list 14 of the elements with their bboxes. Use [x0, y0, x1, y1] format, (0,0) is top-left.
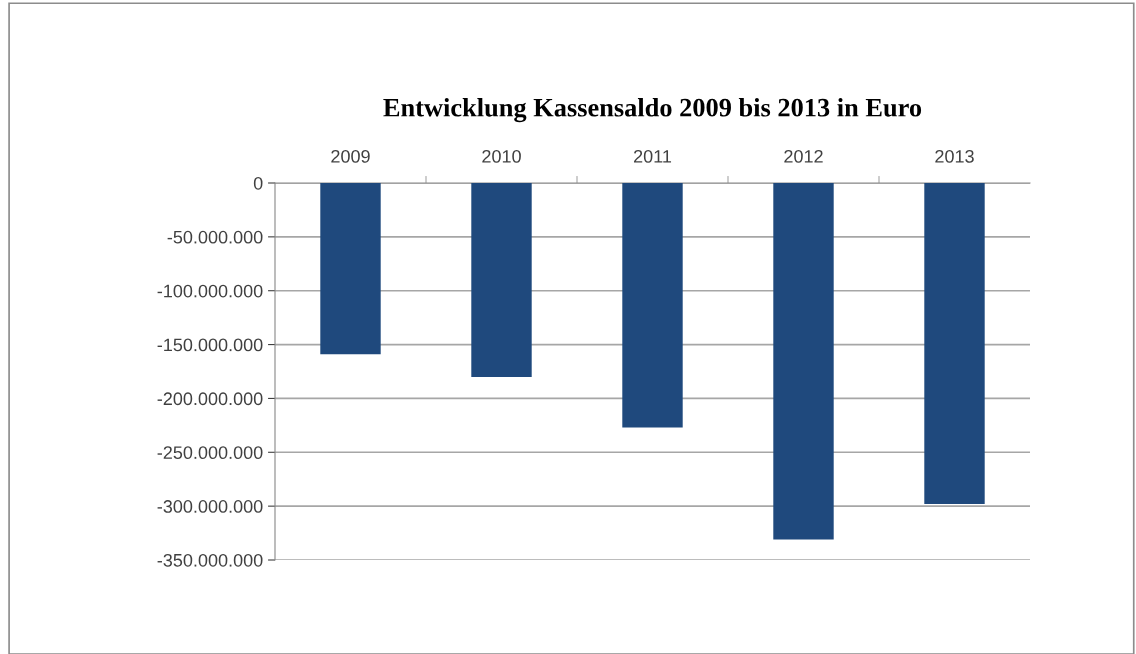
y-tick-label: -200.000.000	[157, 392, 263, 406]
y-tick-label: -250.000.000	[157, 446, 263, 460]
y-tick-label: -350.000.000	[157, 553, 263, 567]
chart-title: Entwicklung Kassensaldo 2009 bis 2013 in Euro	[383, 98, 922, 123]
x-tick-label: 2013	[935, 149, 974, 163]
y-tick-label: -150.000.000	[157, 338, 263, 352]
x-tick-label: 2009	[331, 149, 370, 163]
y-tick-label: 0	[253, 176, 263, 190]
y-tick-label: -300.000.000	[157, 500, 263, 513]
x-tick-label: 2012	[784, 149, 823, 163]
x-tick-label: 2010	[482, 149, 521, 163]
y-tick-label: -50.000.000	[167, 230, 263, 244]
x-tick-label: 2011	[633, 149, 672, 163]
y-tick-label: -100.000.000	[157, 284, 263, 298]
